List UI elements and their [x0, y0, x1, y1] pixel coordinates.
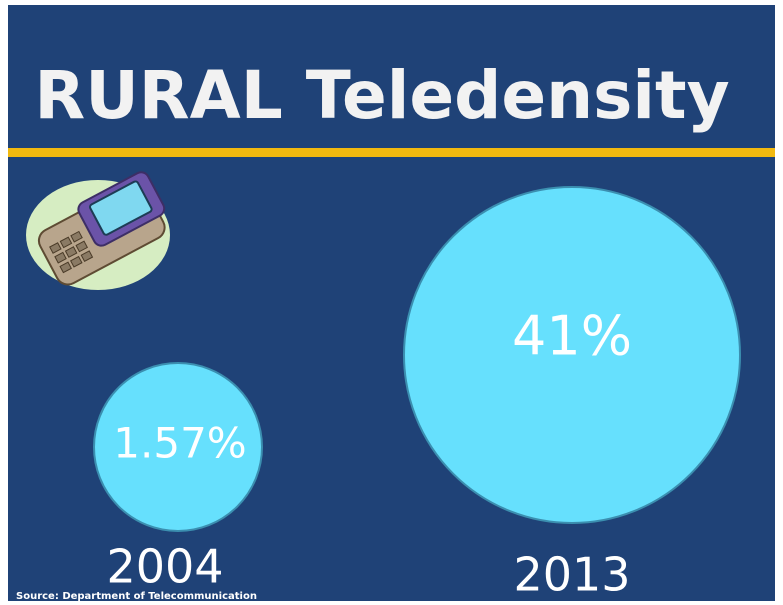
year-label: 2013: [513, 548, 630, 602]
bubble: [403, 186, 741, 524]
value-label: 1.57%: [113, 419, 246, 468]
phone-icon: [26, 171, 170, 290]
year-label: 2004: [106, 540, 223, 594]
source: Source: Department of Telecommunication: [16, 591, 257, 602]
value-label: 41%: [512, 305, 632, 368]
bubble: [93, 362, 263, 532]
title: RURAL Teledensity: [34, 57, 729, 134]
divider: [8, 148, 775, 157]
